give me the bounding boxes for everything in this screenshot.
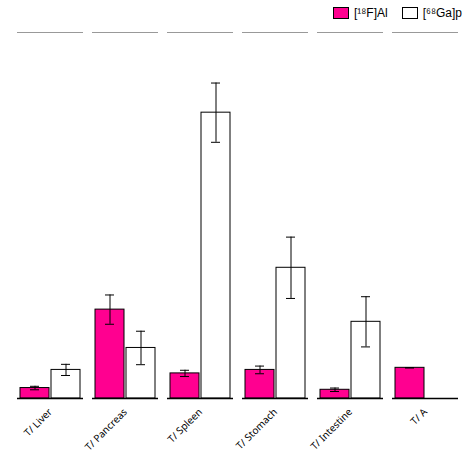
svg-text:T/ Intestine: T/ Intestine: [307, 405, 355, 453]
html-text:[¹⁸F]Al: [¹⁸F]Al: [353, 6, 388, 20]
svg-text:T/ Spleen: T/ Spleen: [164, 405, 205, 446]
html-text:[⁶⁸Ga]p: [⁶⁸Ga]p: [422, 6, 462, 20]
svg-text:T/ Stomach: T/ Stomach: [233, 405, 280, 452]
svg-text:T/ A: T/ A: [407, 404, 430, 427]
svg-text:T/ Liver: T/ Liver: [21, 405, 55, 439]
svg-text:T/ Pancreas: T/ Pancreas: [81, 405, 130, 454]
